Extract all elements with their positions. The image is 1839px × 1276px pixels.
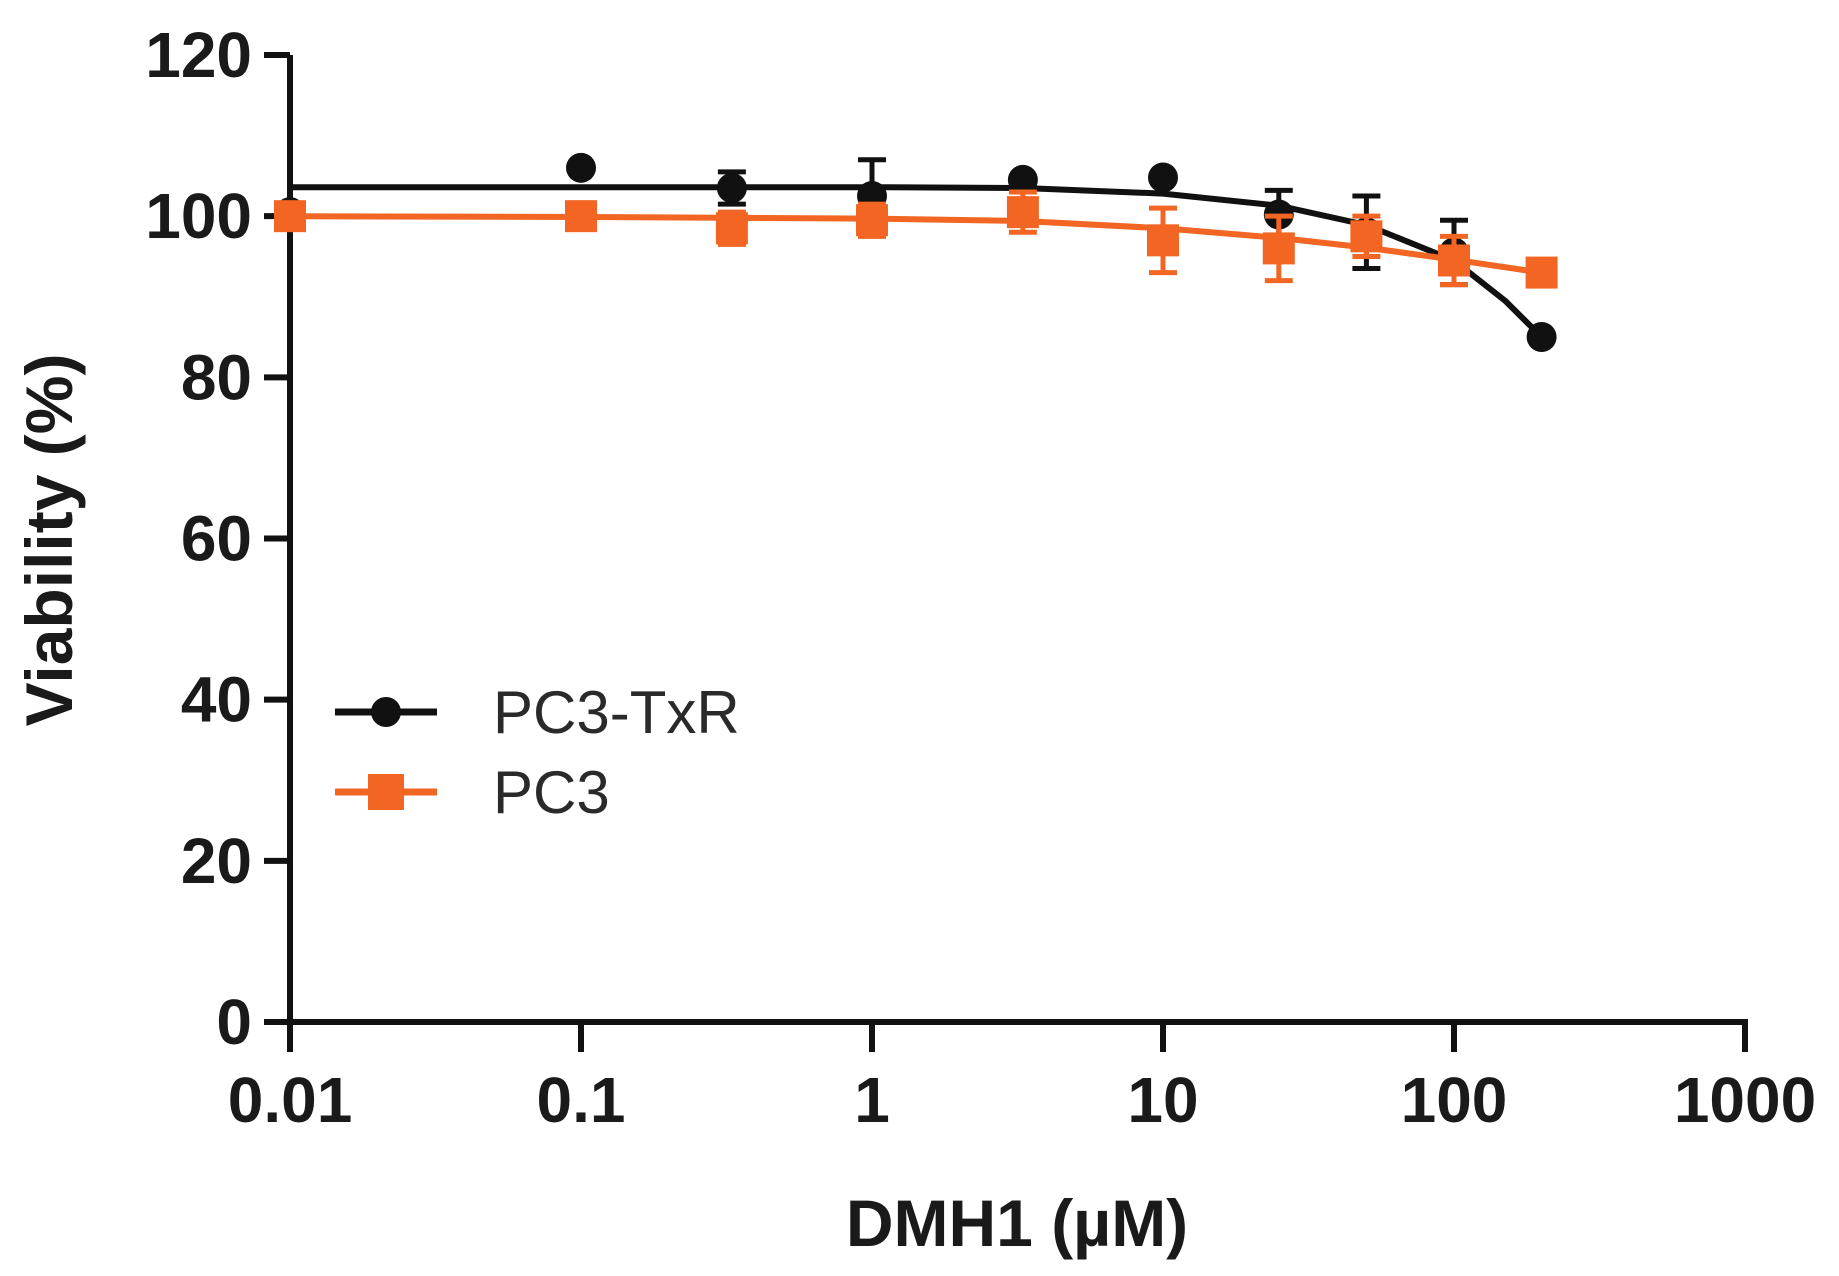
data-point — [565, 200, 597, 233]
x-tick-label: 1000 — [1674, 1064, 1816, 1136]
y-tick-label: 20 — [181, 825, 252, 897]
data-point — [1262, 232, 1295, 265]
y-axis-title: Viability (%) — [12, 354, 86, 727]
x-tick-label: 1 — [854, 1064, 890, 1136]
legend: PC3-TxR PC3 — [335, 679, 740, 826]
legend-marker — [371, 697, 401, 727]
data-point — [274, 200, 306, 233]
legend-marker — [368, 774, 404, 810]
data-point — [716, 172, 747, 203]
data-point — [1006, 196, 1039, 229]
legend-label: PC3 — [493, 759, 610, 826]
fit-curve-pc3-txr — [287, 184, 1545, 340]
legend-label: PC3-TxR — [493, 679, 740, 746]
data-point — [715, 212, 748, 245]
legend-item-pc3: PC3 — [335, 759, 610, 826]
plot-area — [274, 152, 1558, 353]
y-tick-label: 40 — [181, 664, 252, 736]
x-tick-label: 0.01 — [228, 1064, 353, 1136]
data-point — [566, 152, 596, 183]
legend-item-pc3-txr: PC3-TxR — [335, 679, 740, 746]
data-point — [1147, 224, 1179, 257]
y-tick-label: 120 — [145, 19, 252, 91]
x-tick-label: 10 — [1127, 1064, 1198, 1136]
series-pc3 — [274, 189, 1558, 289]
x-tick-label: 0.1 — [537, 1064, 626, 1136]
data-point — [1148, 162, 1178, 193]
y-tick-label: 60 — [181, 503, 252, 575]
x-axis-title: DMH1 (µM) — [846, 1186, 1188, 1260]
data-point — [1526, 322, 1557, 353]
data-point — [1525, 256, 1558, 289]
y-tick-label: 80 — [181, 341, 252, 413]
x-tick-label: 100 — [1401, 1064, 1508, 1136]
data-point — [856, 204, 888, 237]
data-point — [1007, 164, 1038, 195]
data-point — [1438, 244, 1470, 277]
y-tick-label: 0 — [216, 986, 252, 1058]
data-point — [1350, 220, 1383, 253]
y-tick-label: 100 — [145, 180, 252, 252]
